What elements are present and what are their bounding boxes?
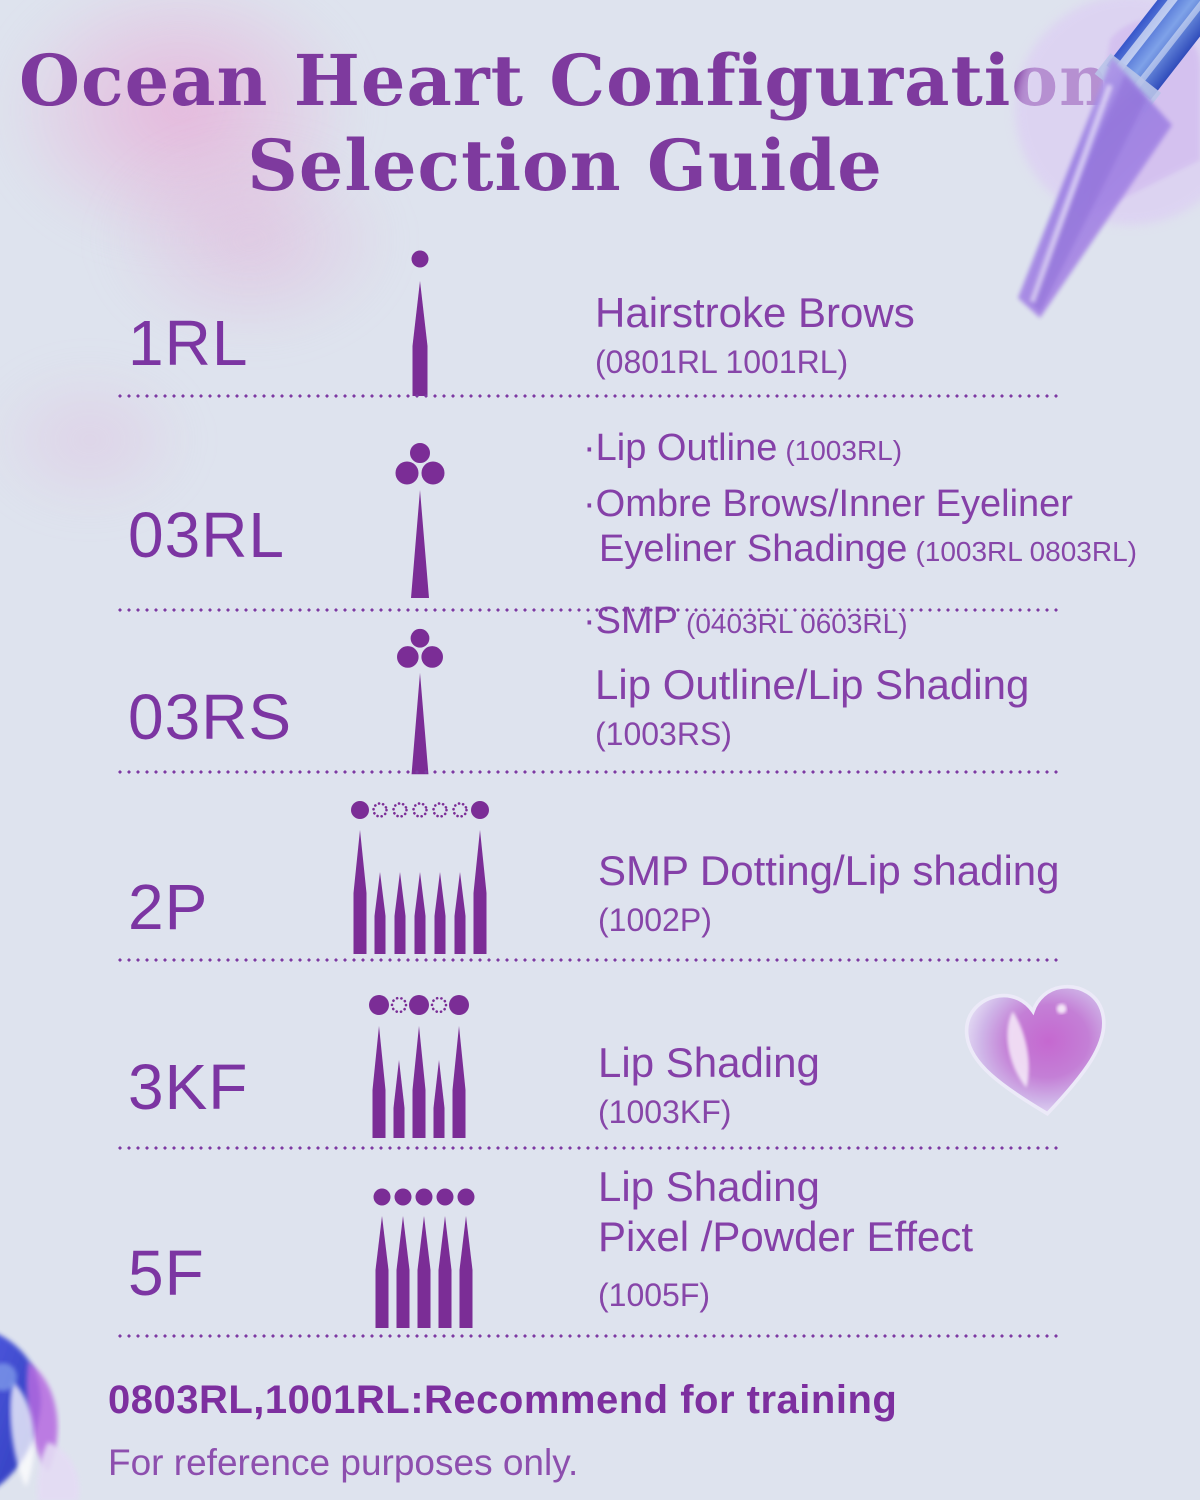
needle-diagram-2p-icon: [351, 801, 489, 954]
config-label-2p: 2P: [128, 871, 209, 943]
config-desc-03rl: ·Lip Outline (1003RL) ·Ombre Brows/Inner …: [583, 426, 1137, 644]
use-case-text: Lip Shading: [598, 1163, 820, 1210]
page-title-line2: Selection Guide: [247, 124, 883, 208]
needle-code-text: (0801RL 1001RL): [595, 343, 849, 380]
needle-code-text: (1003RL): [785, 435, 903, 466]
dotted-divider: [118, 770, 1063, 775]
dotted-divider: [118, 1334, 1063, 1339]
config-label-3kf: 3KF: [128, 1051, 249, 1123]
use-case-text: Lip Shading: [598, 1039, 820, 1086]
needle-diagram-5f-icon: [373, 1188, 475, 1328]
needle-diagram-3kf-icon: [369, 995, 469, 1138]
needle-code-text: (1005F): [598, 1277, 711, 1314]
dotted-divider: [118, 608, 1063, 613]
config-label-5f: 5F: [128, 1237, 205, 1309]
config-desc-5f: Lip Shading Pixel /Powder Effect (1005F): [598, 1162, 973, 1314]
config-desc-1rl: Hairstroke Brows (0801RL 1001RL): [595, 288, 915, 381]
needle-code-text: (1003KF): [598, 1093, 732, 1130]
needle-diagram-1rl-icon: [411, 250, 429, 396]
use-case-bullet: ·Lip Outline (1003RL): [583, 426, 1137, 472]
dotted-divider: [118, 394, 1063, 399]
config-label-03rl: 03RL: [128, 499, 285, 571]
config-label-1rl: 1RL: [128, 307, 249, 379]
use-case-text: ·Ombre Brows/Inner Eyeliner: [583, 482, 1073, 525]
dotted-divider: [118, 1146, 1063, 1151]
use-case-bullet: ·Ombre Brows/Inner Eyeliner: [583, 482, 1137, 528]
needle-diagram-03rs-icon: [395, 626, 445, 775]
config-desc-2p: SMP Dotting/Lip shading (1002P): [598, 846, 1060, 939]
disclaimer-text: For reference purposes only.: [108, 1442, 579, 1483]
use-case-text: SMP Dotting/Lip shading: [598, 847, 1060, 894]
use-case-bullet: ·SMP (0403RL 0603RL): [583, 599, 1137, 645]
training-recommendation-text: 0803RL,1001RL:Recommend for training: [108, 1378, 898, 1422]
use-case-text: Pixel /Powder Effect: [598, 1212, 974, 1260]
needle-diagram-03rl-icon: [393, 441, 447, 598]
page-title: Ocean Heart Configuration Selection Guid…: [0, 38, 1130, 209]
glossy-heart-decoration: [964, 984, 1106, 1116]
use-case-text: ·Lip Outline: [583, 427, 778, 469]
config-desc-03rs: Lip Outline/Lip Shading (1003RS): [595, 660, 1029, 753]
page-title-line1: Ocean Heart Configuration: [19, 39, 1111, 122]
needle-code-text: (1003RS): [595, 715, 732, 752]
needle-code-text: (1002P): [598, 901, 712, 938]
use-case-text: Hairstroke Brows: [595, 289, 915, 336]
config-desc-3kf: Lip Shading (1003KF): [598, 1038, 820, 1131]
dotted-divider: [118, 958, 1063, 963]
use-case-bullet-cont: Eyeliner Shadinge (1003RL 0803RL): [583, 527, 1137, 573]
needle-code-text: (1003RL 0803RL): [915, 536, 1137, 568]
use-case-text: Eyeliner Shadinge: [599, 528, 908, 571]
use-case-text: ·SMP: [583, 599, 678, 642]
use-case-text: Lip Outline/Lip Shading: [595, 661, 1030, 708]
config-label-03rs: 03RS: [128, 681, 293, 753]
